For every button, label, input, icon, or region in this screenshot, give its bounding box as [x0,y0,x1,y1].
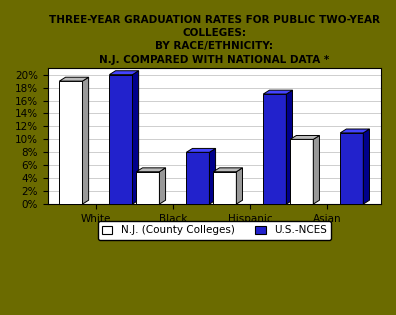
Polygon shape [109,75,133,204]
Polygon shape [213,172,236,204]
Polygon shape [187,152,209,204]
Polygon shape [213,168,242,172]
Polygon shape [136,172,160,204]
Polygon shape [340,133,363,204]
Polygon shape [59,81,82,204]
Polygon shape [290,135,320,139]
Polygon shape [82,77,89,204]
Polygon shape [59,77,89,81]
Legend: N.J. (County Colleges), U.S.-NCES: N.J. (County Colleges), U.S.-NCES [98,221,331,240]
Polygon shape [313,135,320,204]
Polygon shape [263,90,293,94]
Polygon shape [133,71,139,204]
Polygon shape [209,148,215,204]
Polygon shape [286,90,293,204]
Polygon shape [187,148,215,152]
Polygon shape [236,168,242,204]
Polygon shape [160,168,166,204]
Polygon shape [290,139,313,204]
Polygon shape [263,94,286,204]
Polygon shape [136,168,166,172]
Title: THREE-YEAR GRADUATION RATES FOR PUBLIC TWO-YEAR
COLLEGES:
BY RACE/ETHNICITY:
N.J: THREE-YEAR GRADUATION RATES FOR PUBLIC T… [49,15,380,65]
Polygon shape [363,129,369,204]
Polygon shape [340,129,369,133]
Polygon shape [109,71,139,75]
